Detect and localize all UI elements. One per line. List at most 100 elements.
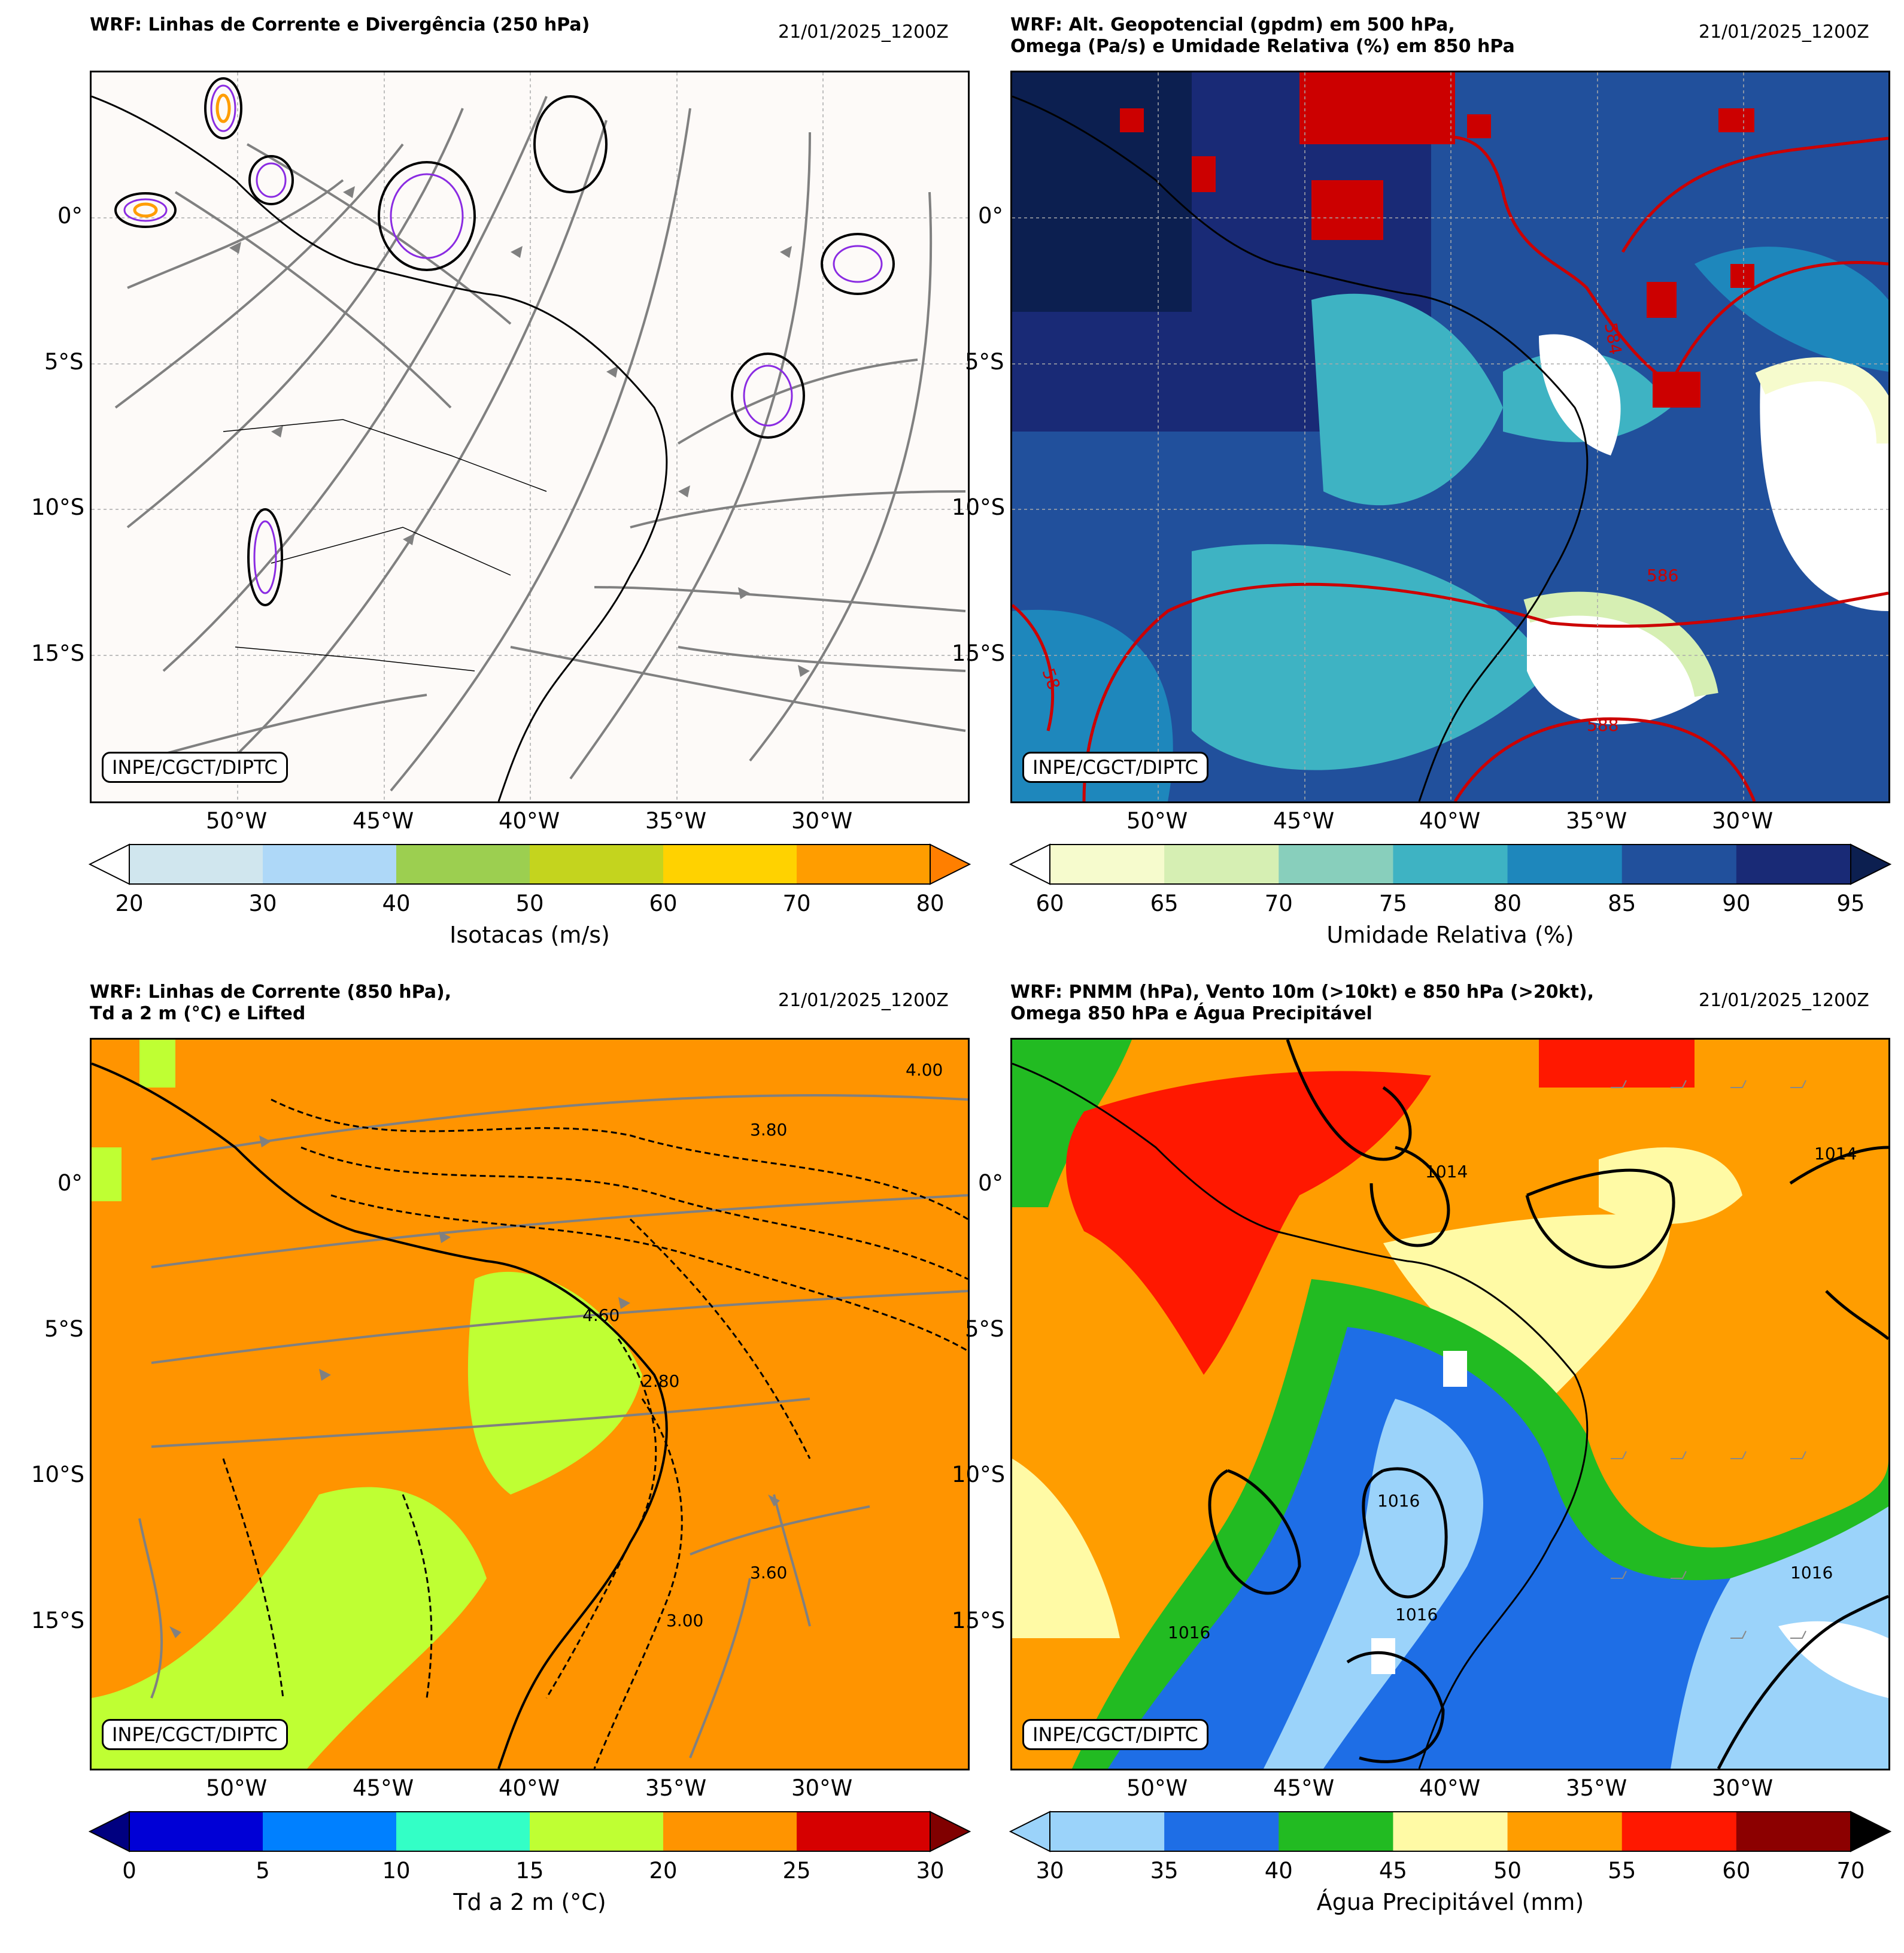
panel1-date: 21/01/2025_1200Z [778, 22, 949, 42]
colorbar-segment [396, 845, 530, 884]
lon-tick-label: 50°W [206, 1775, 268, 1801]
panel2-map-graphics: 584 586 588 58 [1012, 72, 1888, 801]
colorbar-tick-label: 75 [1378, 891, 1407, 916]
colorbar-tick-label: 60 [649, 891, 678, 916]
colorbar-label: Isotacas (m/s) [450, 922, 610, 948]
panel1-title: WRF: Linhas de Corrente e Divergência (2… [90, 14, 590, 35]
lifted-label-2: 4.60 [582, 1305, 620, 1325]
colorbar-tick-label: 95 [1836, 891, 1865, 916]
colorbar-over-triangle [930, 843, 971, 885]
lon-tick-label: 30°W [791, 808, 853, 834]
colorbar-segment [663, 845, 797, 884]
colorbar-tick-label: 40 [1264, 1858, 1293, 1884]
colorbar-segment [797, 1812, 931, 1851]
colorbar-under-triangle [88, 843, 130, 885]
panel1-map[interactable] [90, 71, 970, 803]
lat-tick-label: 0° [57, 203, 83, 229]
lon-tick-label: 35°W [645, 808, 707, 834]
colorbar-tick-label: 55 [1608, 1858, 1636, 1884]
lifted-label-4: 3.60 [750, 1563, 787, 1583]
pressure-label-2: 1016 [1377, 1491, 1420, 1511]
pressure-label-5: 1014 [1814, 1144, 1857, 1164]
colorbar-tick-label: 30 [916, 1858, 945, 1884]
colorbar-frame [1049, 1811, 1851, 1852]
lon-tick-label: 40°W [1419, 1775, 1481, 1801]
panel4-date: 21/01/2025_1200Z [1699, 990, 1869, 1011]
panel3-map[interactable]: 3.00 4.60 2.80 3.60 4.00 3.80 [90, 1038, 970, 1770]
lat-tick-label: 0° [978, 203, 1004, 229]
lat-tick-label: 15°S [31, 1608, 85, 1633]
panel4-credit: INPE/CGCT/DIPTC [1022, 1719, 1208, 1750]
colorbar-frame [129, 1811, 931, 1852]
colorbar-tick-label: 25 [782, 1858, 811, 1884]
colorbar-segment [1621, 845, 1737, 884]
lon-tick-label: 30°W [1712, 1775, 1774, 1801]
colorbar-segment [530, 845, 664, 884]
contour-label-588: 588 [1587, 715, 1618, 735]
colorbar-1 [88, 843, 971, 885]
lon-tick-label: 45°W [353, 808, 414, 834]
colorbar-over-triangle [1850, 1811, 1892, 1852]
lat-tick-label: 10°S [952, 494, 1006, 520]
panel2-title: WRF: Alt. Geopotencial (gpdm) em 500 hPa… [1010, 14, 1515, 57]
lat-tick-label: 15°S [31, 640, 85, 666]
pressure-label-1: 1014 [1425, 1162, 1468, 1181]
colorbar-tick-label: 80 [1493, 891, 1522, 916]
colorbar-label: Td a 2 m (°C) [453, 1889, 606, 1915]
lat-tick-label: 10°S [952, 1462, 1006, 1487]
lat-tick-label: 10°S [31, 494, 85, 520]
colorbar-segment [530, 1812, 664, 1851]
lat-tick-label: 5°S [44, 1316, 84, 1342]
colorbar-tick-label: 50 [1493, 1858, 1522, 1884]
lon-tick-label: 45°W [1273, 1775, 1335, 1801]
colorbar-segment [1050, 845, 1165, 884]
colorbar-under-triangle [1009, 843, 1050, 885]
lon-tick-label: 30°W [791, 1775, 853, 1801]
panel4-map[interactable]: 1014 1016 1016 1016 1014 1016 [1010, 1038, 1890, 1770]
pressure-label-4: 1016 [1790, 1563, 1833, 1583]
colorbar-segment [1164, 1812, 1279, 1851]
lat-tick-label: 15°S [952, 640, 1006, 666]
colorbar-under-triangle [88, 1811, 130, 1852]
colorbar-segment [1050, 1812, 1165, 1851]
colorbar-tick-label: 0 [122, 1858, 136, 1884]
colorbar-tick-label: 35 [1150, 1858, 1179, 1884]
colorbar-segment [1393, 845, 1508, 884]
colorbar-segment [1621, 1812, 1737, 1851]
colorbar-segment [263, 1812, 397, 1851]
colorbar-label: Água Precipitável (mm) [1316, 1889, 1584, 1915]
colorbar-3 [88, 1811, 971, 1852]
colorbar-segment [1736, 1812, 1851, 1851]
colorbar-tick-label: 60 [1035, 891, 1064, 916]
colorbar-tick-label: 10 [382, 1858, 411, 1884]
colorbar-over-triangle [1850, 843, 1892, 885]
panel2-map[interactable]: 584 586 588 58 [1010, 71, 1890, 803]
colorbar-tick-label: 20 [649, 1858, 678, 1884]
colorbar-tick-label: 30 [248, 891, 277, 916]
colorbar-label: Umidade Relativa (%) [1326, 922, 1574, 948]
colorbar-tick-label: 65 [1150, 891, 1179, 916]
lifted-label-1: 3.00 [666, 1611, 703, 1630]
lifted-label-3: 2.80 [642, 1371, 679, 1391]
lat-tick-label: 5°S [44, 349, 84, 375]
colorbar-tick-label: 85 [1608, 891, 1636, 916]
colorbar-tick-label: 45 [1378, 1858, 1407, 1884]
lon-tick-label: 50°W [206, 808, 268, 834]
colorbar-segment [263, 845, 397, 884]
panel1-credit: INPE/CGCT/DIPTC [102, 752, 288, 783]
panel2-date: 21/01/2025_1200Z [1699, 22, 1869, 42]
panel3-map-graphics: 3.00 4.60 2.80 3.60 4.00 3.80 [92, 1040, 968, 1769]
lon-tick-label: 40°W [499, 1775, 560, 1801]
colorbar-segment [663, 1812, 797, 1851]
colorbar-segment [129, 1812, 263, 1851]
colorbar-segment [1279, 845, 1393, 884]
lon-tick-label: 30°W [1712, 808, 1774, 834]
colorbar-tick-label: 40 [382, 891, 411, 916]
lifted-label-6: 3.80 [750, 1120, 787, 1140]
colorbar-segment [1164, 845, 1279, 884]
lon-tick-label: 45°W [353, 1775, 414, 1801]
lat-tick-label: 0° [57, 1170, 83, 1196]
colorbar-tick-label: 70 [1264, 891, 1293, 916]
colorbar-tick-label: 80 [916, 891, 945, 916]
colorbar-tick-label: 15 [515, 1858, 544, 1884]
